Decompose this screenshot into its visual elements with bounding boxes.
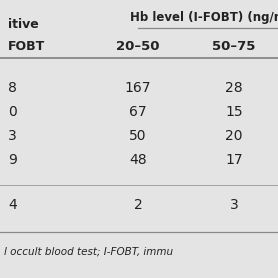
- Text: 67: 67: [129, 105, 147, 119]
- Text: FOBT: FOBT: [8, 41, 45, 53]
- Text: 50–75: 50–75: [212, 41, 256, 53]
- Text: Hb level (I-FOBT) (ng/m: Hb level (I-FOBT) (ng/m: [130, 11, 278, 24]
- Text: 3: 3: [230, 198, 238, 212]
- Text: 48: 48: [129, 153, 147, 167]
- Text: l occult blood test; I-FOBT, immu: l occult blood test; I-FOBT, immu: [4, 247, 173, 257]
- Text: 4: 4: [8, 198, 17, 212]
- Text: 2: 2: [134, 198, 142, 212]
- Text: 8: 8: [8, 81, 17, 95]
- Text: 9: 9: [8, 153, 17, 167]
- Text: 20–50: 20–50: [116, 41, 160, 53]
- Text: 50: 50: [129, 129, 147, 143]
- Text: 15: 15: [225, 105, 243, 119]
- Text: 20: 20: [225, 129, 243, 143]
- Text: 28: 28: [225, 81, 243, 95]
- Text: 167: 167: [125, 81, 151, 95]
- Text: 0: 0: [8, 105, 17, 119]
- Text: 3: 3: [8, 129, 17, 143]
- Text: 17: 17: [225, 153, 243, 167]
- Text: itive: itive: [8, 18, 39, 31]
